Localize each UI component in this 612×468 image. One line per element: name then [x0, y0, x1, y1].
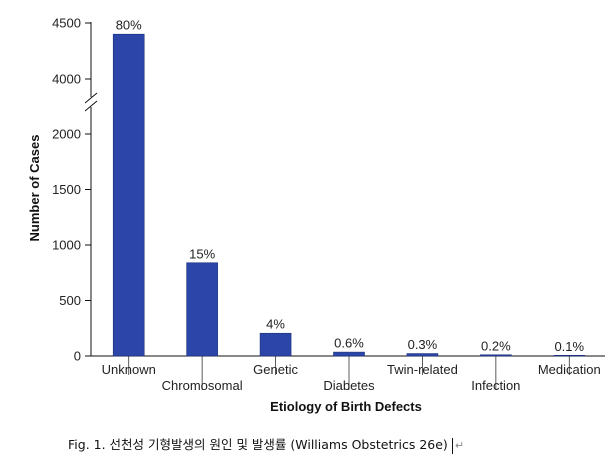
- bar-data-label: 0.1%: [554, 339, 584, 354]
- x-axis-title: Etiology of Birth Defects: [270, 399, 422, 414]
- bar-infection: [480, 354, 512, 357]
- x-axis-labels: Unknown Chromosomal Genetic Diabetes Twin-re…: [102, 356, 601, 393]
- y-tick-label: 1500: [52, 182, 81, 197]
- x-category-label: Unknown: [102, 362, 156, 377]
- y-axis-break-mark-1: [84, 100, 98, 112]
- y-tick-label: 0: [74, 349, 81, 364]
- bar-diabetes: [333, 351, 365, 357]
- x-category-label: Diabetes: [323, 378, 375, 393]
- bar-chromosomal: [186, 262, 218, 357]
- birth-defects-bar-chart: Number of Cases Etiology of Birth Defect…: [27, 16, 605, 414]
- bar-data-label: 15%: [189, 246, 215, 261]
- x-category-label: Infection: [471, 378, 520, 393]
- bar-data-label: 80%: [116, 18, 142, 33]
- bar-medication: [553, 355, 586, 357]
- text-cursor: [451, 437, 453, 454]
- bar-data-label: 0.3%: [408, 337, 438, 352]
- y-tick-label: 4500: [52, 16, 81, 31]
- bar-unknown: [112, 33, 145, 357]
- figure-caption: Fig. 1. 선천성 기형발생의 원인 및 발생률 (Williams Obs…: [68, 434, 464, 454]
- y-axis-ticks: 0 500 1000 1500 2000 4000 4500: [52, 16, 91, 364]
- bar-data-label: 0.2%: [481, 338, 511, 353]
- x-category-label: Chromosomal: [162, 378, 243, 393]
- y-tick-label: 4000: [52, 72, 81, 87]
- bars-group: 80% 15% 4% 0.6% 0.3% 0.2% 0.1%: [112, 18, 586, 357]
- y-tick-label: 2000: [52, 127, 81, 142]
- x-category-label: Twin-related: [387, 362, 458, 377]
- y-tick-label: 500: [59, 293, 81, 308]
- bar-data-label: 0.6%: [334, 336, 364, 351]
- bar-genetic: [259, 332, 292, 357]
- bar-data-label: 4%: [266, 317, 285, 332]
- y-axis-break-mark-2: [84, 92, 98, 104]
- x-category-label: Genetic: [253, 362, 298, 377]
- x-category-label: Medication: [538, 362, 601, 377]
- bar-twin-related: [406, 353, 439, 357]
- caption-text: Fig. 1. 선천성 기형발생의 원인 및 발생률 (Williams Obs…: [68, 437, 448, 452]
- paragraph-return-mark: ↵: [454, 439, 465, 452]
- y-axis-title: Number of Cases: [27, 135, 42, 242]
- y-tick-label: 1000: [52, 238, 81, 253]
